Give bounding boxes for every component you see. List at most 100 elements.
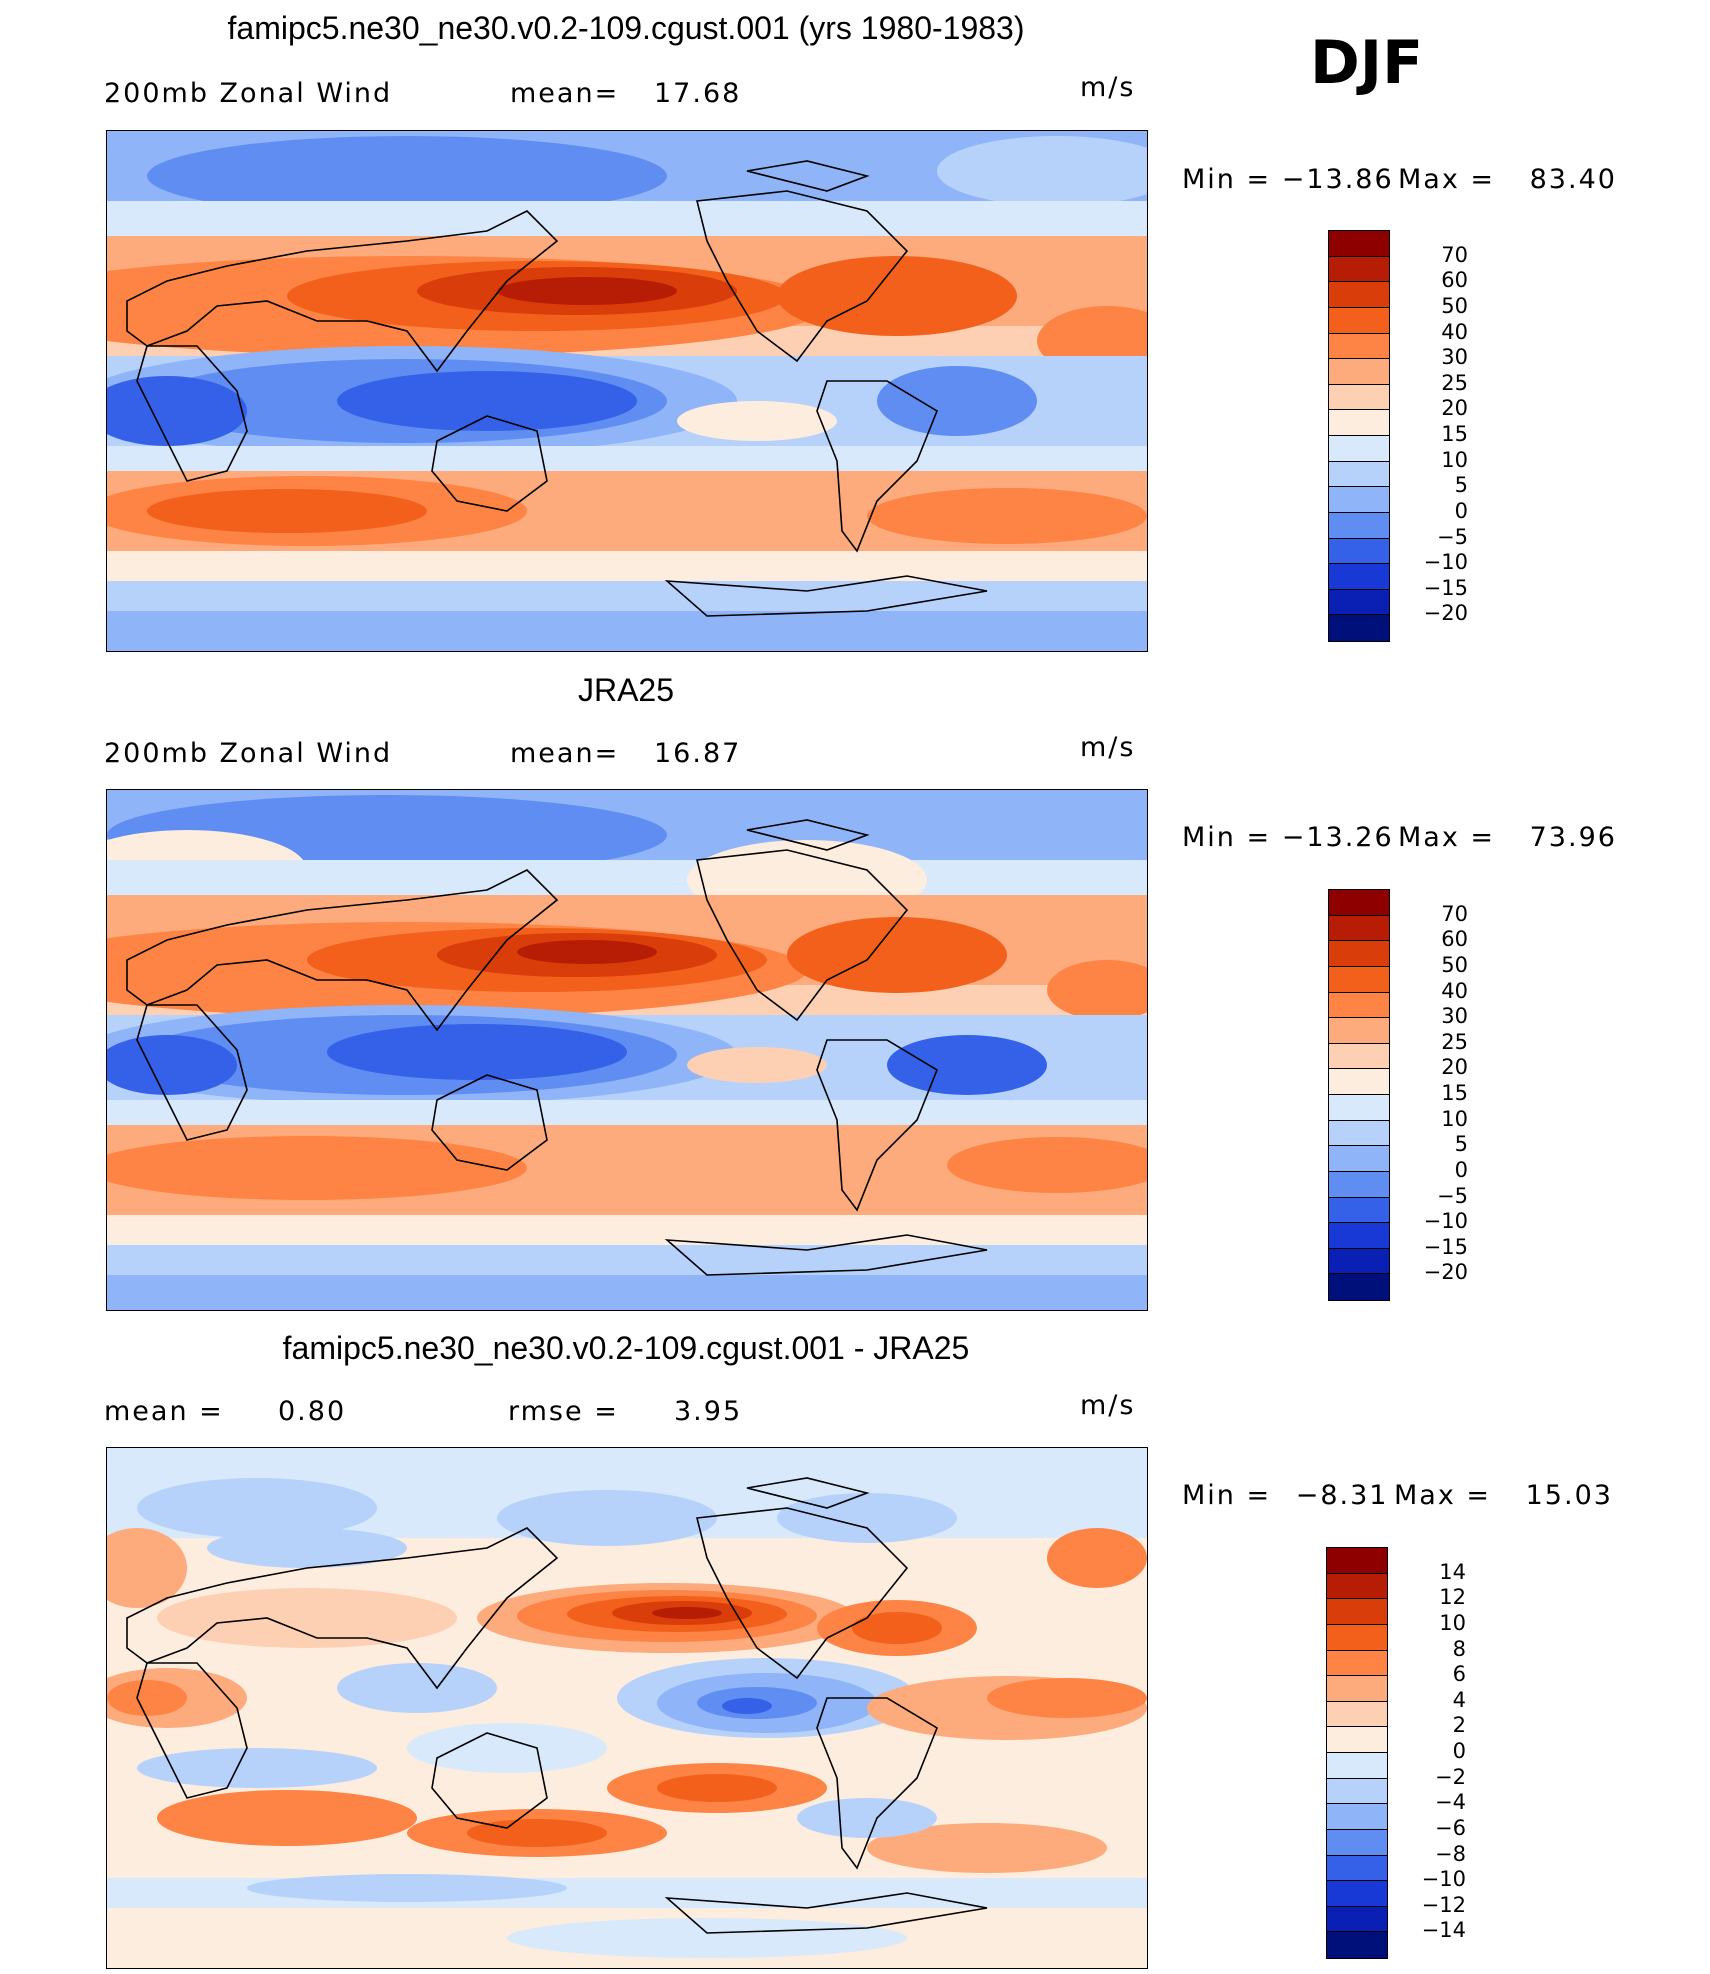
- colorbar-tick-label: −10: [1423, 550, 1468, 575]
- colorbar-tick-label: 50: [1441, 293, 1468, 318]
- colorbar-swatch: [1329, 589, 1389, 616]
- colorbar-swatch: [1329, 461, 1389, 488]
- colorbar-tick-label: 50: [1441, 952, 1468, 977]
- colorbar-tick-label: −5: [1437, 1183, 1468, 1208]
- colorbar-tick-label: 40: [1441, 319, 1468, 344]
- panel-2-variable-label: 200mb Zonal Wind: [104, 738, 393, 769]
- colorbar-tick-label: −15: [1423, 1234, 1468, 1259]
- panel-1-contour-field: [107, 131, 1147, 651]
- panel-2-units: m/s: [1080, 732, 1136, 763]
- colorbar-swatch: [1329, 1248, 1389, 1275]
- panel-2-mean-value: 16.87: [654, 738, 742, 769]
- colorbar-swatch: [1329, 615, 1389, 641]
- colorbar-tick-label: 6: [1452, 1662, 1466, 1687]
- colorbar-tick-label: −10: [1421, 1867, 1466, 1892]
- colorbar-tick-label: 12: [1439, 1585, 1466, 1610]
- panel-2-max-value: 73.96: [1529, 822, 1617, 853]
- colorbar-swatch: [1327, 1906, 1387, 1933]
- panel-1-colorbar-labels: 70 60 50 40 30 25 20 15 10 5 0 −5 −10 −15 −20: [1398, 230, 1478, 640]
- panel-2-map: [106, 789, 1148, 1311]
- panel-2-min-value: −13.26: [1281, 822, 1394, 853]
- panel-3-mean-value: 0.80: [278, 1396, 347, 1427]
- colorbar-swatch: [1327, 1676, 1387, 1702]
- colorbar-swatch: [1329, 1171, 1389, 1198]
- colorbar-swatch: [1327, 1855, 1387, 1882]
- colorbar-tick-label: 30: [1441, 345, 1468, 370]
- panel-3-min-label: Min = −8.31: [1182, 1480, 1389, 1511]
- colorbar-swatch: [1329, 1069, 1389, 1095]
- colorbar-tick-label: 70: [1441, 901, 1468, 926]
- colorbar-swatch: [1327, 1650, 1387, 1677]
- colorbar-swatch: [1329, 538, 1389, 565]
- panel-1-max-value: 83.40: [1529, 164, 1617, 195]
- panel-3-min-key: Min: [1182, 1480, 1236, 1511]
- panel-2-max-label: Max = 73.96: [1398, 822, 1617, 853]
- panel-2-title: JRA25: [577, 672, 675, 708]
- colorbar-tick-label: 5: [1454, 473, 1468, 498]
- colorbar-swatch: [1329, 992, 1389, 1019]
- colorbar-swatch: [1327, 1701, 1387, 1728]
- colorbar-swatch: [1329, 941, 1389, 967]
- colorbar-tick-label: 8: [1452, 1636, 1466, 1661]
- colorbar-tick-label: 25: [1441, 370, 1468, 395]
- colorbar-tick-label: 0: [1454, 498, 1468, 523]
- panel-1-mean-value: 17.68: [654, 78, 742, 109]
- panel-1-max-label: Max = 83.40: [1398, 164, 1617, 195]
- panel-3-colorbar: [1326, 1547, 1388, 1959]
- colorbar-tick-label: −20: [1423, 1260, 1468, 1285]
- panel-1-variable-label: 200mb Zonal Wind: [104, 78, 393, 109]
- colorbar-swatch: [1329, 1146, 1389, 1172]
- colorbar-swatch: [1329, 890, 1389, 916]
- panel-3-contour-field: [107, 1448, 1147, 1968]
- colorbar-swatch: [1329, 966, 1389, 993]
- colorbar-swatch: [1329, 1223, 1389, 1249]
- colorbar-swatch: [1329, 307, 1389, 334]
- colorbar-swatch: [1329, 512, 1389, 539]
- colorbar-tick-label: 40: [1441, 978, 1468, 1003]
- panel-2-min-key: Min: [1182, 822, 1236, 853]
- colorbar-tick-label: −5: [1437, 524, 1468, 549]
- colorbar-tick-label: −6: [1435, 1815, 1466, 1840]
- colorbar-swatch: [1327, 1624, 1387, 1651]
- colorbar-tick-label: 70: [1441, 242, 1468, 267]
- panel-3-max-label: Max = 15.03: [1394, 1480, 1613, 1511]
- colorbar-tick-label: −20: [1423, 601, 1468, 626]
- colorbar-swatch: [1329, 410, 1389, 436]
- panel-2-colorbar: [1328, 889, 1390, 1301]
- panel-2-min-label: Min = −13.26: [1182, 822, 1394, 853]
- colorbar-tick-label: 10: [1439, 1610, 1466, 1635]
- colorbar-tick-label: 15: [1441, 422, 1468, 446]
- colorbar-tick-label: 20: [1441, 1055, 1468, 1080]
- panel-1-max-key: Max: [1398, 164, 1460, 195]
- colorbar-tick-label: 20: [1441, 396, 1468, 421]
- colorbar-swatch: [1327, 1804, 1387, 1830]
- colorbar-swatch: [1329, 333, 1389, 360]
- season-label: DJF: [1310, 28, 1424, 98]
- panel-3-units: m/s: [1080, 1390, 1136, 1421]
- colorbar-swatch: [1327, 1727, 1387, 1753]
- colorbar-swatch: [1329, 1197, 1389, 1224]
- colorbar-swatch: [1327, 1753, 1387, 1779]
- colorbar-swatch: [1327, 1778, 1387, 1805]
- colorbar-tick-label: −2: [1435, 1764, 1466, 1789]
- colorbar-tick-label: 10: [1441, 1106, 1468, 1131]
- colorbar-swatch: [1327, 1573, 1387, 1600]
- colorbar-tick-label: −15: [1423, 575, 1468, 600]
- colorbar-swatch: [1329, 1120, 1389, 1147]
- panel-3-min-value: −8.31: [1295, 1480, 1389, 1511]
- colorbar-swatch: [1329, 564, 1389, 590]
- colorbar-tick-label: −10: [1423, 1209, 1468, 1234]
- colorbar-tick-label: 0: [1454, 1157, 1468, 1182]
- colorbar-tick-label: 60: [1441, 927, 1468, 952]
- panel-3-title: famipc5.ne30_ne30.v0.2-109.cgust.001 - J…: [282, 1330, 970, 1366]
- panel-2-colorbar-labels: 70 60 50 40 30 25 20 15 10 5 0 −5 −10 −15 −20: [1398, 889, 1478, 1299]
- panel-1-colorbar: [1328, 230, 1390, 642]
- colorbar-swatch: [1329, 1043, 1389, 1070]
- colorbar-swatch: [1329, 282, 1389, 308]
- colorbar-swatch: [1327, 1932, 1387, 1958]
- panel-3-colorbar-labels: 14 12 10 8 6 4 2 0 −2 −4 −6 −8 −10 −12 −14: [1396, 1547, 1476, 1957]
- colorbar-tick-label: 10: [1441, 447, 1468, 472]
- panel-1-units: m/s: [1080, 72, 1136, 103]
- panel-3-max-key: Max: [1394, 1480, 1456, 1511]
- colorbar-tick-label: 30: [1441, 1004, 1468, 1029]
